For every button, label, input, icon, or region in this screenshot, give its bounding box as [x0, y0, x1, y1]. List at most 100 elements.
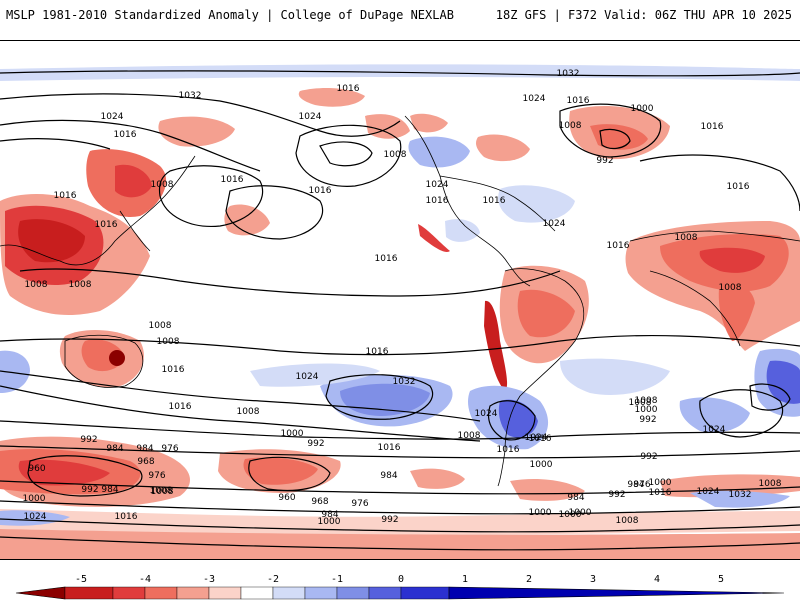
isobar-label: 1016: [162, 365, 185, 375]
colorbar-segment: [304, 586, 338, 600]
colorbar-tick-label: 0: [397, 574, 405, 585]
isobar-label: 1008: [69, 280, 92, 290]
isobar-label: 1024: [101, 112, 124, 122]
isobar-label: 976: [351, 499, 368, 509]
isobar-label: 992: [596, 156, 613, 166]
colorbar-min-arrow: [15, 586, 66, 600]
isobar-label: 1008: [458, 431, 481, 441]
isobar-label: 1008: [25, 280, 48, 290]
isobar-label: 1016: [607, 241, 630, 251]
isobar-label: 1008: [616, 516, 639, 526]
anomaly-shading: [0, 64, 800, 559]
isobar-label: 1008: [149, 321, 172, 331]
isobar-label: 1016: [497, 445, 520, 455]
isobar-label: 1016: [727, 182, 750, 192]
isobar-label: 1016: [337, 84, 360, 94]
isobar-label: 976: [161, 444, 178, 454]
isobar-label: 1032: [557, 69, 580, 79]
isobar-label: 992: [639, 415, 656, 425]
isobar-label: 1024: [299, 112, 322, 122]
isobar-label: 1024: [543, 219, 566, 229]
colorbar-segment: [144, 586, 178, 600]
isobar-label: 1008: [151, 180, 174, 190]
isobar-label: 1016: [221, 175, 244, 185]
colorbar-max-arrow: [448, 586, 785, 600]
isobar-label: 1024: [24, 512, 47, 522]
colorbar-segment: [176, 586, 210, 600]
header-bar: MSLP 1981-2010 Standardized Anomaly | Co…: [0, 0, 800, 30]
isobar-label: 968: [137, 457, 154, 467]
isobar-label: 1024: [703, 425, 726, 435]
isobar-label: 1000: [529, 508, 552, 518]
isobar-label: 1008: [150, 486, 173, 496]
colorbar-segment: [240, 586, 274, 600]
isobar-label: 1008: [759, 479, 782, 489]
colorbar-segment: [272, 586, 306, 600]
isobar-label: 992: [608, 490, 625, 500]
isobar-label: 1024: [475, 409, 498, 419]
isobar-label: 1016: [649, 488, 672, 498]
isobar-label: 984: [380, 471, 397, 481]
colorbar-tick-label: 3: [589, 574, 597, 585]
isobar-label: 1008: [237, 407, 260, 417]
isobar-label: 984: [321, 510, 338, 520]
isobar-label: 1016: [483, 196, 506, 206]
isobar-label: 984: [106, 444, 123, 454]
isobar-label: 1000: [559, 510, 582, 520]
isobar-label: 1008: [719, 283, 742, 293]
colorbar-tick-label: 1: [461, 574, 469, 585]
isobar-label: 1032: [729, 490, 752, 500]
isobar-label: 984: [101, 485, 118, 495]
isobar-label: 960: [28, 464, 45, 474]
isobar-label: 984: [567, 493, 584, 503]
colorbar-tick-label: -3: [202, 574, 216, 585]
isobar-label: 1024: [525, 433, 548, 443]
isobar-label: 1000: [318, 517, 341, 527]
isobar-label: 1008: [384, 150, 407, 160]
colorbar-segment: [400, 586, 450, 600]
isobar-label: 976: [148, 471, 165, 481]
isobar-label: 1008: [559, 121, 582, 131]
isobar-label: 1000: [281, 429, 304, 439]
isobar-label: 1024: [697, 487, 720, 497]
isobar-label: 1000: [23, 494, 46, 504]
isobar-label: 1032: [393, 377, 416, 387]
isobar-label: 1016: [567, 96, 590, 106]
isobar-label: 1016: [378, 443, 401, 453]
isobar-label: 1008: [151, 487, 174, 497]
isobar-label: 1016: [115, 512, 138, 522]
isobar-label: 1024: [523, 94, 546, 104]
isobar-label: 968: [311, 497, 328, 507]
isobar-label: 1000: [649, 478, 672, 488]
isobar-label: 1016: [701, 122, 724, 132]
isobar-label: 992: [80, 435, 97, 445]
colorbar-tick-label: 5: [717, 574, 725, 585]
isobar-label: 1008: [629, 398, 652, 408]
isobar-label: 1024: [296, 372, 319, 382]
isobar-label: 1032: [179, 91, 202, 101]
isobar-label: 1000: [631, 104, 654, 114]
isobar-label: 992: [381, 515, 398, 525]
colorbar-segment: [368, 586, 402, 600]
colorbar-segment: [112, 586, 146, 600]
isobar-label: 1016: [309, 186, 332, 196]
isobar-label: 1000: [635, 405, 658, 415]
isobar-label: 1016: [426, 196, 449, 206]
isobar-label: 1016: [529, 434, 552, 444]
isobar-label: 1008: [635, 396, 658, 406]
isobar-label: 1000: [569, 508, 592, 518]
colorbar-segment: [64, 586, 114, 600]
isobar-label: 1016: [375, 254, 398, 264]
isobar-label: 1008: [157, 337, 180, 347]
isobar-label: 1016: [114, 130, 137, 140]
isobar-label: 992: [81, 485, 98, 495]
map-title: MSLP 1981-2010 Standardized Anomaly | Co…: [6, 8, 454, 22]
isobar-label: 984: [627, 480, 644, 490]
isobar-label: 976: [633, 480, 650, 490]
isobar-label: 992: [640, 452, 657, 462]
isobar-label: 1008: [675, 233, 698, 243]
isobar-label: 1016: [169, 402, 192, 412]
colorbar-tick-label: -1: [330, 574, 344, 585]
